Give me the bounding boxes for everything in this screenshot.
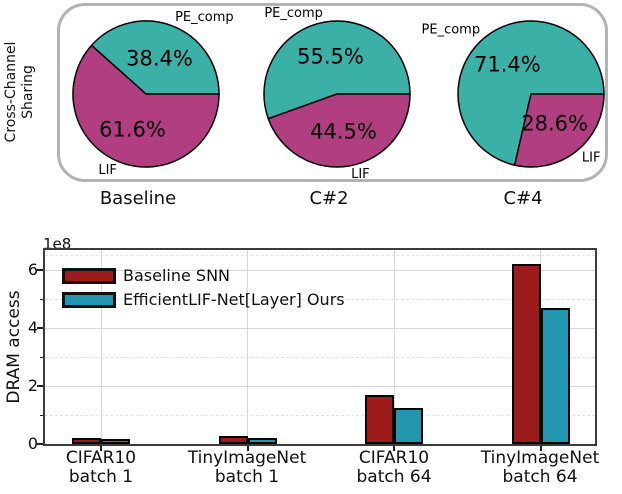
pie-C#4-pct-PE_comp: 71.4%	[474, 52, 541, 76]
gridline-y-6	[45, 269, 595, 271]
bar-efficientlif-net-layer-ours-1	[247, 437, 277, 444]
legend-swatch-ours	[62, 292, 116, 308]
legend-swatch-baseline-snn	[62, 268, 116, 284]
bar-baseline-snn-3	[511, 263, 541, 444]
gridline-y-4	[45, 327, 595, 329]
x-tick-3	[539, 446, 542, 451]
x-tick-label-tinyimagenet-batch1: TinyImageNet batch 1	[187, 448, 307, 487]
plot-frame	[43, 248, 597, 446]
pie-charts: 38.4% PE_comp 61.6% LIF Baseline 55.5% PE_comp…	[72, 6, 605, 209]
gridline-vertical-0	[100, 250, 102, 444]
pie-C#2-pct-PE_comp: 55.5%	[297, 45, 364, 69]
pie-C#4-label-LIF: LIF	[582, 151, 601, 166]
y-tick-label-6: 6	[27, 260, 38, 279]
bar-baseline-snn-2	[365, 394, 394, 444]
pie-C#4-slice-LIF	[513, 93, 605, 168]
pie-Baseline-pct-LIF: 61.6%	[99, 118, 166, 142]
x-tick-label-cifar10-batch1: CIFAR10 batch 1	[65, 448, 137, 487]
bar-efficientlif-net-layer-ours-3	[540, 307, 570, 444]
y-tick-2	[37, 385, 43, 387]
gridline-minor-y-1	[45, 414, 595, 416]
y-tick-label-2: 2	[27, 376, 38, 395]
pie-Baseline-label-PE_comp: PE_comp	[175, 10, 234, 25]
pie-caption-C#2: C#2	[309, 188, 348, 209]
y-tick-4	[37, 327, 43, 329]
y-tick-0	[37, 443, 43, 445]
pie-C#4-label-PE_comp: PE_comp	[422, 23, 481, 38]
gridline-vertical-2	[393, 250, 395, 444]
gridline-y-2	[45, 385, 595, 387]
bar-efficientlif-net-layer-ours-2	[394, 407, 423, 444]
y-tick-label-0: 0	[27, 434, 38, 453]
pie-Baseline-pct-PE_comp: 38.4%	[126, 47, 193, 71]
gridline-minor-y-6.5	[45, 255, 595, 256]
pie-caption-C#4: C#4	[503, 188, 542, 209]
pie-C#2-label-LIF: LIF	[351, 167, 370, 182]
gridline-minor-y-3	[45, 356, 595, 358]
gridline-minor-y-5	[45, 298, 595, 300]
pie-C#2-slice-PE_comp	[263, 20, 411, 120]
bar-efficientlif-net-layer-ours-0	[101, 439, 130, 444]
pie-C#4-pct-LIF: 28.6%	[521, 112, 588, 136]
x-tick-1	[246, 446, 249, 451]
y-minor-tick-1	[40, 414, 43, 416]
pie-C#4-slice-PE_comp	[457, 20, 605, 166]
bar-baseline-snn-1	[218, 435, 248, 444]
x-tick-2	[393, 446, 395, 451]
pie-Baseline-label-LIF: LIF	[98, 163, 117, 178]
pie-Baseline-slice-PE_comp	[90, 20, 220, 95]
legend-label-baseline-snn: Baseline SNN	[123, 266, 231, 285]
y-minor-tick-3	[40, 356, 43, 358]
x-tick-label-tinyimagenet-batch64: TinyImageNet batch 64	[480, 448, 600, 487]
pie-C#2-slice-LIF	[267, 93, 411, 168]
pie-C#2-label-PE_comp: PE_comp	[264, 6, 323, 21]
pie-Baseline-slice-LIF	[72, 44, 220, 168]
gridline-vertical-1	[247, 250, 248, 444]
x-tick-0	[100, 446, 102, 451]
legend-label-ours: EfficientLIF-Net[Layer] Ours	[123, 290, 345, 309]
pie-caption-Baseline: Baseline	[100, 188, 176, 209]
x-tick-label-cifar10-batch64: CIFAR10 batch 64	[356, 448, 432, 487]
y-tick-6	[37, 269, 43, 271]
y-tick-label-4: 4	[27, 318, 38, 337]
pie-C#2-pct-LIF: 44.5%	[310, 119, 377, 143]
y-minor-tick-5	[40, 298, 43, 300]
bar-baseline-snn-0	[72, 438, 101, 444]
